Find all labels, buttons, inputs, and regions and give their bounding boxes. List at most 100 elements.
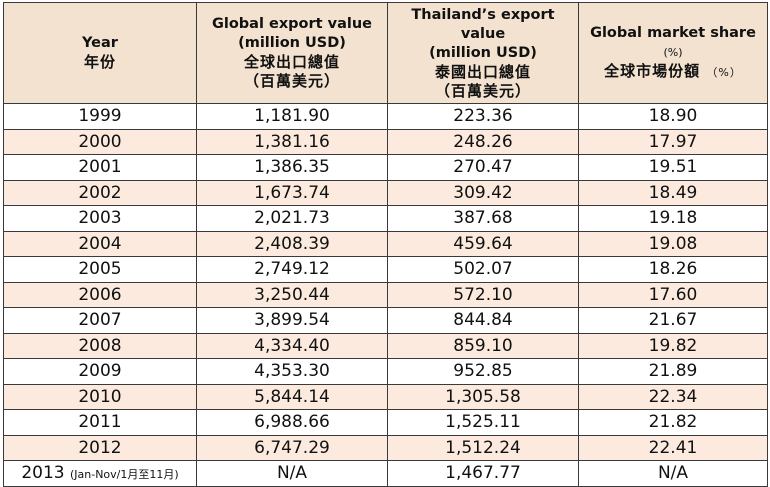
- cell-year: 2000: [3, 128, 197, 155]
- table-row: 2004 2,408.39 459.64 19.08: [3, 230, 768, 257]
- cell-thai: 1,305.58: [387, 383, 579, 410]
- header-share-en-line: Global market share (%): [579, 24, 767, 62]
- table-row: 2003 2,021.73 387.68 19.18: [3, 205, 768, 232]
- cell-thai: 248.26: [387, 128, 579, 155]
- cell-year: 2004: [3, 230, 197, 257]
- table-row-2013: 2013 (Jan-Nov/1月至11月) N/A 1,467.77 N/A: [3, 460, 768, 487]
- header-thai-en-2: (million USD): [429, 44, 537, 61]
- header-global-zh-2: （百萬美元）: [243, 72, 340, 90]
- table-row: 2001 1,386.35 270.47 19.51: [3, 154, 768, 181]
- cell-share: 18.49: [578, 179, 768, 206]
- cell-thai: 1,525.11: [387, 409, 579, 436]
- cell-year: 2011: [3, 409, 197, 436]
- cell-thai: 572.10: [387, 281, 579, 308]
- table-row: 1999 1,181.90 223.36 18.90: [3, 103, 768, 130]
- cell-thai: 1,467.77: [387, 460, 579, 487]
- cell-thai: 1,512.24: [387, 434, 579, 461]
- cell-global: 3,899.54: [196, 307, 388, 334]
- cell-share: 19.08: [578, 230, 768, 257]
- cell-share: 21.67: [578, 307, 768, 334]
- cell-global: 2,749.12: [196, 256, 388, 283]
- table-row: 2011 6,988.66 1,525.11 21.82: [3, 409, 768, 436]
- table-row: 2006 3,250.44 572.10 17.60: [3, 281, 768, 308]
- cell-year-note: (Jan-Nov/1月至11月): [69, 468, 179, 482]
- table-row: 2005 2,749.12 502.07 18.26: [3, 256, 768, 283]
- header-market-share: Global market share (%) 全球市場份額 （%）: [578, 2, 768, 104]
- cell-year: 2002: [3, 179, 197, 206]
- header-thailand-export: Thailand’s export value (million USD) 泰國…: [387, 2, 579, 104]
- cell-share: 18.90: [578, 103, 768, 130]
- table-row: 2010 5,844.14 1,305.58 22.34: [3, 383, 768, 410]
- header-year: Year 年份: [3, 2, 197, 104]
- header-row: Year 年份 Global export value (million USD…: [3, 2, 768, 104]
- cell-share: 22.41: [578, 434, 768, 461]
- header-global-export: Global export value (million USD) 全球出口總值…: [196, 2, 388, 104]
- cell-year: 2005: [3, 256, 197, 283]
- header-thai-zh-2: （百萬美元）: [434, 81, 531, 100]
- cell-thai: 952.85: [387, 358, 579, 385]
- cell-share: 21.89: [578, 358, 768, 385]
- cell-thai: 844.84: [387, 307, 579, 334]
- cell-global: N/A: [196, 460, 388, 487]
- cell-global: 2,021.73: [196, 205, 388, 232]
- cell-thai: 309.42: [387, 179, 579, 206]
- cell-thai: 859.10: [387, 332, 579, 359]
- table-row: 2009 4,353.30 952.85 21.89: [3, 358, 768, 385]
- cell-year: 2010: [3, 383, 197, 410]
- cell-year: 2001: [3, 154, 197, 181]
- table-row: 2007 3,899.54 844.84 21.67: [3, 307, 768, 334]
- cell-global: 1,381.16: [196, 128, 388, 155]
- header-share-zh-line: 全球市場份額 （%）: [579, 62, 767, 82]
- table-row: 2008 4,334.40 859.10 19.82: [3, 332, 768, 359]
- cell-share: N/A: [578, 460, 768, 487]
- cell-year: 2009: [3, 358, 197, 385]
- table-body: 1999 1,181.90 223.36 18.90 2000 1,381.16…: [3, 103, 768, 487]
- cell-share: 22.34: [578, 383, 768, 410]
- cell-share: 19.51: [578, 154, 768, 181]
- cell-thai: 270.47: [387, 154, 579, 181]
- cell-global: 6,747.29: [196, 434, 388, 461]
- cell-global: 4,334.40: [196, 332, 388, 359]
- cell-thai: 223.36: [387, 103, 579, 130]
- cell-year: 2007: [3, 307, 197, 334]
- cell-year: 1999: [3, 103, 197, 130]
- cell-thai: 387.68: [387, 205, 579, 232]
- cell-share: 19.82: [578, 332, 768, 359]
- header-global-en-2: (million USD): [238, 35, 346, 51]
- cell-global: 5,844.14: [196, 383, 388, 410]
- header-global-en-1: Global export value: [211, 16, 373, 32]
- export-value-table: Year 年份 Global export value (million USD…: [3, 2, 768, 487]
- cell-global: 3,250.44: [196, 281, 388, 308]
- cell-share: 17.97: [578, 128, 768, 155]
- cell-thai: 459.64: [387, 230, 579, 257]
- header-share-en: Global market share: [590, 25, 756, 41]
- cell-share: 19.18: [578, 205, 768, 232]
- cell-global: 6,988.66: [196, 409, 388, 436]
- header-global-zh-1: 全球出口總值: [243, 53, 340, 71]
- cell-share: 18.26: [578, 256, 768, 283]
- cell-year: 2008: [3, 332, 197, 359]
- cell-global: 4,353.30: [196, 358, 388, 385]
- header-year-en: Year: [82, 35, 118, 51]
- header-share-en-pct: (%): [663, 46, 683, 59]
- cell-year-value: 2013: [21, 463, 65, 484]
- table-row: 2002 1,673.74 309.42 18.49: [3, 179, 768, 206]
- header-year-zh: 年份: [83, 53, 116, 71]
- header-thai-zh-1: 泰國出口總值: [434, 62, 531, 81]
- cell-thai: 502.07: [387, 256, 579, 283]
- header-thai-en-1: Thailand’s export value: [411, 6, 555, 42]
- header-share-zh: 全球市場份額: [604, 62, 701, 80]
- cell-global: 1,181.90: [196, 103, 388, 130]
- cell-year: 2003: [3, 205, 197, 232]
- cell-year: 2006: [3, 281, 197, 308]
- table-row: 2012 6,747.29 1,512.24 22.41: [3, 434, 768, 461]
- cell-year: 2012: [3, 434, 197, 461]
- cell-year: 2013 (Jan-Nov/1月至11月): [3, 460, 197, 487]
- cell-share: 17.60: [578, 281, 768, 308]
- cell-global: 2,408.39: [196, 230, 388, 257]
- cell-global: 1,386.35: [196, 154, 388, 181]
- cell-share: 21.82: [578, 409, 768, 436]
- table-row: 2000 1,381.16 248.26 17.97: [3, 128, 768, 155]
- header-share-zh-pct: （%）: [706, 66, 742, 79]
- cell-global: 1,673.74: [196, 179, 388, 206]
